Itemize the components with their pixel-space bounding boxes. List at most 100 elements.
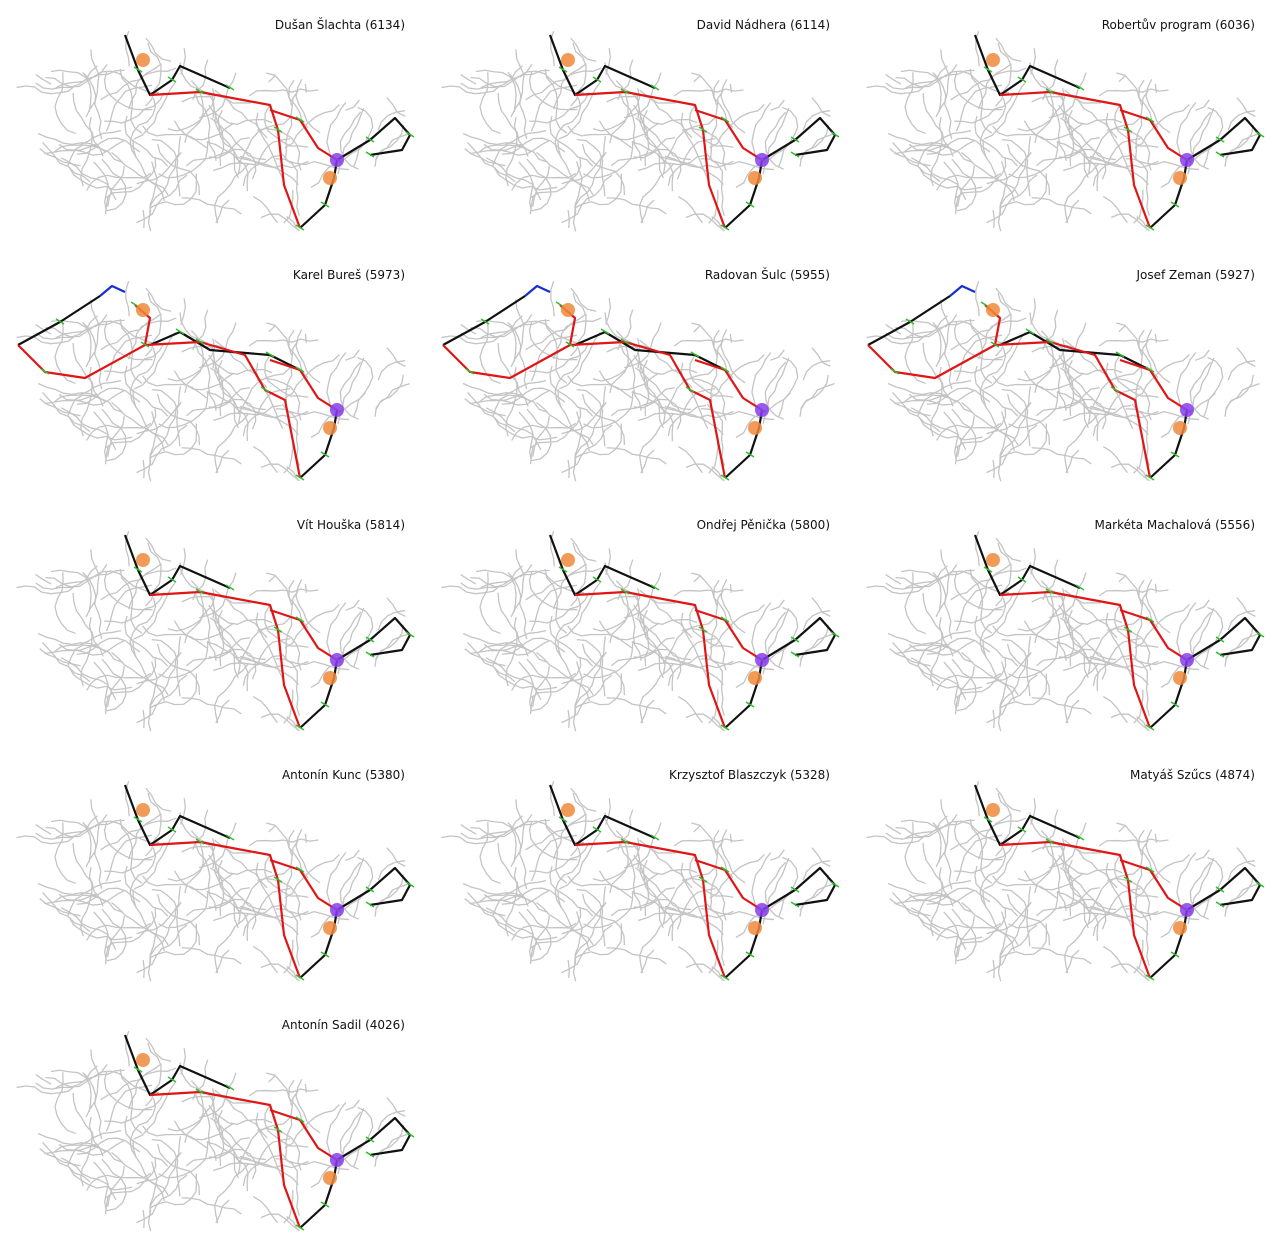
target-marker xyxy=(330,403,344,417)
route-red xyxy=(1119,358,1188,411)
stop-tick xyxy=(620,838,630,845)
map-panel: Krzysztof Blaszczyk (5328) xyxy=(440,768,840,982)
stop-tick xyxy=(320,201,330,208)
route-black xyxy=(1186,866,1262,911)
route-black xyxy=(336,1116,412,1161)
route-red xyxy=(867,304,1002,380)
route-black xyxy=(1149,159,1189,229)
route-black xyxy=(724,409,764,479)
map-panel: Karel Bureš (5973) xyxy=(15,268,411,482)
panel-title: Antonín Kunc (5380) xyxy=(282,768,405,782)
route-black xyxy=(149,330,301,371)
stop-tick xyxy=(365,651,375,658)
stop-tick xyxy=(720,474,730,481)
route-blue xyxy=(99,284,126,297)
stop-tick xyxy=(1017,576,1027,583)
route-black xyxy=(761,116,837,161)
route-red xyxy=(1119,108,1188,161)
end-marker xyxy=(748,171,762,185)
stop-tick xyxy=(225,84,235,91)
stop-tick xyxy=(175,328,185,335)
stop-tick xyxy=(905,318,915,325)
route-black xyxy=(123,34,231,97)
route-black xyxy=(973,534,1081,597)
start-marker xyxy=(561,553,575,567)
base-map xyxy=(865,780,1261,982)
stop-tick xyxy=(650,84,660,91)
stop-tick xyxy=(273,1126,283,1133)
stop-tick xyxy=(225,1084,235,1091)
stop-tick xyxy=(295,474,305,481)
stop-tick xyxy=(1045,88,1055,95)
stop-tick xyxy=(265,351,275,358)
stop-tick xyxy=(620,338,630,345)
route-black xyxy=(123,534,231,597)
route-black xyxy=(761,866,837,911)
stop-tick xyxy=(1045,338,1055,345)
route-black xyxy=(299,1159,339,1229)
stop-tick xyxy=(650,834,660,841)
map-panel: Ondřej Pěnička (5800) xyxy=(440,518,840,732)
map-panel: Antonín Sadil (4026) xyxy=(15,1018,415,1232)
stop-tick xyxy=(195,88,205,95)
route-black xyxy=(1186,116,1262,161)
stop-tick xyxy=(1145,616,1155,623)
map-panel: Markéta Machalová (5556) xyxy=(865,518,1265,732)
stop-tick xyxy=(1255,631,1265,638)
stop-tick xyxy=(40,368,50,375)
panel-title: Robertův program (6036) xyxy=(1102,18,1255,32)
stop-tick xyxy=(592,576,602,583)
panel-title: Radovan Šulc (5955) xyxy=(705,267,830,282)
stop-tick xyxy=(1115,351,1125,358)
stop-tick xyxy=(592,826,602,833)
target-marker xyxy=(330,903,344,917)
stop-tick xyxy=(55,318,65,325)
stop-tick xyxy=(1123,626,1133,633)
route-black xyxy=(761,616,837,661)
end-marker xyxy=(1173,921,1187,935)
route-red xyxy=(442,304,577,380)
map-panel: Dušan Šlachta (6134) xyxy=(15,17,415,232)
stop-tick xyxy=(558,566,568,573)
end-marker xyxy=(1173,421,1187,435)
start-marker xyxy=(561,303,575,317)
end-marker xyxy=(1173,671,1187,685)
stop-tick xyxy=(1145,724,1155,731)
route-black xyxy=(336,866,412,911)
route-red xyxy=(574,840,727,979)
end-marker xyxy=(1173,171,1187,185)
stop-tick xyxy=(1110,386,1120,393)
route-black xyxy=(548,534,656,597)
route-black xyxy=(299,409,339,479)
route-red xyxy=(149,90,302,229)
base-map xyxy=(15,1030,411,1232)
map-panel: Vít Houška (5814) xyxy=(15,518,415,732)
map-panel: Radovan Šulc (5955) xyxy=(440,267,836,482)
stop-tick xyxy=(167,576,177,583)
start-marker xyxy=(136,303,150,317)
route-red xyxy=(269,858,338,911)
route-black xyxy=(123,784,231,847)
stop-tick xyxy=(620,88,630,95)
stop-tick xyxy=(1215,886,1225,893)
stop-tick xyxy=(1145,224,1155,231)
route-blue xyxy=(949,284,976,297)
stop-tick xyxy=(720,974,730,981)
target-marker xyxy=(1180,653,1194,667)
start-marker xyxy=(136,553,150,567)
route-black xyxy=(724,659,764,729)
stop-tick xyxy=(465,368,475,375)
panel-title: Karel Bureš (5973) xyxy=(293,268,405,282)
stop-tick xyxy=(365,1151,375,1158)
stop-tick xyxy=(1170,201,1180,208)
route-red xyxy=(269,358,338,411)
stop-tick xyxy=(225,584,235,591)
stop-tick xyxy=(1215,636,1225,643)
stop-tick xyxy=(650,584,660,591)
route-black xyxy=(1186,616,1262,661)
start-marker xyxy=(136,1053,150,1067)
stop-tick xyxy=(1145,116,1155,123)
target-marker xyxy=(1180,153,1194,167)
stop-tick xyxy=(558,816,568,823)
